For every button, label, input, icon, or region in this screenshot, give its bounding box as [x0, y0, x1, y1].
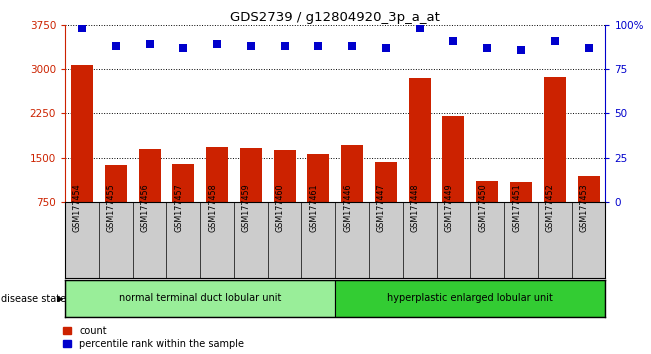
Point — [482, 45, 492, 51]
Text: GSM177452: GSM177452 — [546, 183, 555, 232]
Bar — [335, 280, 605, 317]
Point — [347, 43, 357, 49]
Point — [77, 25, 87, 31]
Point — [145, 41, 155, 47]
Text: GSM177456: GSM177456 — [141, 184, 150, 232]
Point — [583, 45, 594, 51]
Title: GDS2739 / g12804920_3p_a_at: GDS2739 / g12804920_3p_a_at — [230, 11, 440, 24]
Bar — [510, 182, 532, 246]
Text: GSM177449: GSM177449 — [445, 184, 454, 232]
Text: GSM177458: GSM177458 — [208, 184, 217, 232]
Bar — [71, 65, 93, 246]
Point — [549, 38, 560, 44]
Bar — [577, 176, 600, 246]
Point — [449, 38, 459, 44]
Text: GSM177460: GSM177460 — [275, 184, 284, 232]
Point — [245, 43, 256, 49]
Text: hyperplastic enlarged lobular unit: hyperplastic enlarged lobular unit — [387, 293, 553, 303]
Bar — [240, 148, 262, 246]
Point — [178, 45, 189, 51]
Point — [111, 43, 121, 49]
Bar — [341, 144, 363, 246]
Point — [516, 47, 526, 52]
Bar — [443, 116, 464, 246]
Text: GSM177451: GSM177451 — [512, 184, 521, 232]
Text: GSM177447: GSM177447 — [377, 184, 386, 232]
Point — [381, 45, 391, 51]
Bar — [206, 147, 228, 246]
Point — [279, 43, 290, 49]
Bar — [307, 154, 329, 246]
Text: GSM177453: GSM177453 — [579, 184, 589, 232]
Text: GSM177457: GSM177457 — [174, 183, 184, 232]
Point — [415, 25, 425, 31]
Bar — [544, 77, 566, 246]
Point — [313, 43, 324, 49]
Text: GSM177459: GSM177459 — [242, 183, 251, 232]
Bar — [477, 181, 498, 246]
Bar — [375, 162, 397, 246]
Bar — [139, 149, 161, 246]
Bar — [173, 164, 194, 246]
Bar — [105, 165, 127, 246]
Text: GSM177455: GSM177455 — [107, 183, 116, 232]
Text: GSM177450: GSM177450 — [478, 184, 487, 232]
Legend: count, percentile rank within the sample: count, percentile rank within the sample — [63, 326, 244, 349]
Text: disease state: disease state — [1, 294, 66, 304]
Text: normal terminal duct lobular unit: normal terminal duct lobular unit — [119, 293, 281, 303]
Bar — [409, 79, 431, 246]
Point — [212, 41, 222, 47]
Bar — [273, 150, 296, 246]
Bar — [65, 280, 335, 317]
Text: GSM177454: GSM177454 — [73, 184, 82, 232]
Text: GSM177461: GSM177461 — [309, 184, 318, 232]
Text: GSM177448: GSM177448 — [411, 184, 420, 232]
Text: GSM177446: GSM177446 — [343, 184, 352, 232]
